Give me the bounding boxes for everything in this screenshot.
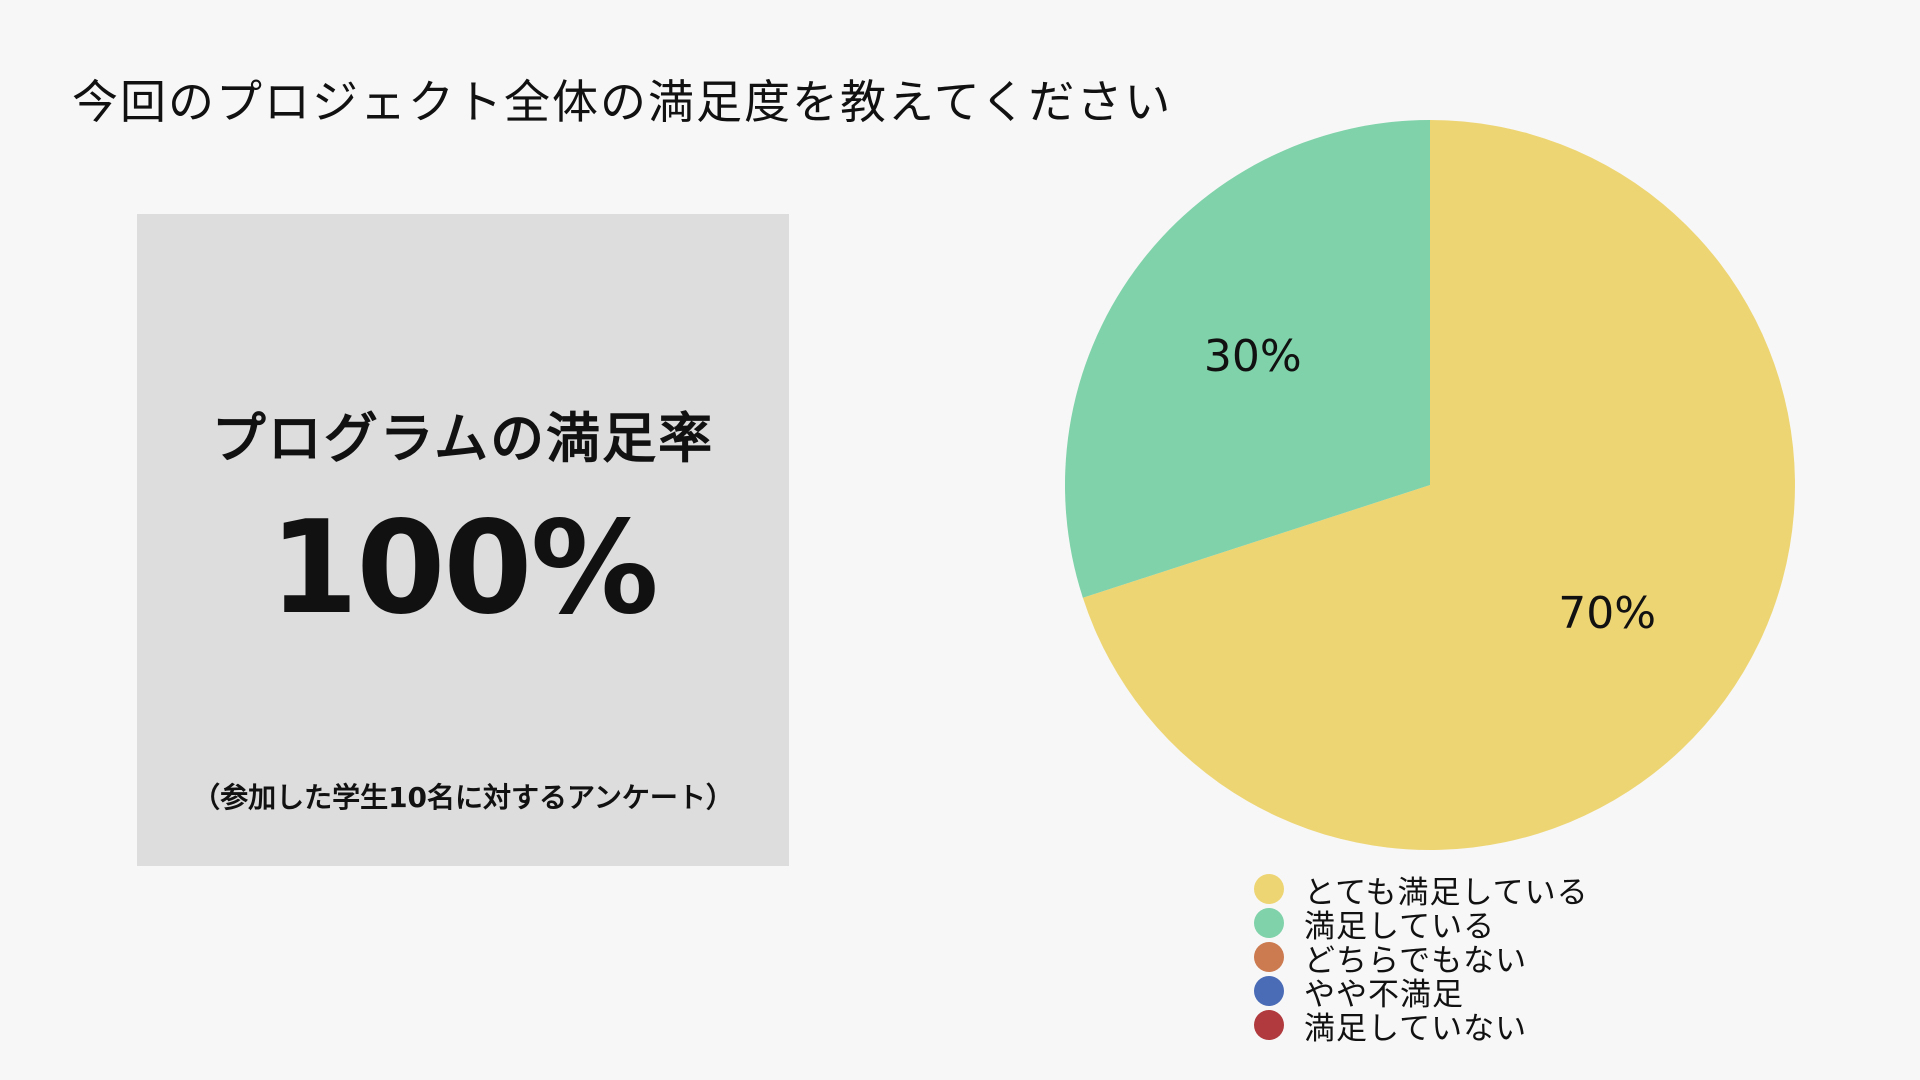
legend-swatch [1254, 908, 1284, 938]
legend-label: 満足していない [1304, 1010, 1528, 1047]
legend-item: やや不満足 [1254, 974, 1589, 1013]
pie-data-label: 70% [1558, 588, 1656, 639]
survey-note: （参加した学生10名に対するアンケート） [192, 781, 734, 814]
pie-slice [1082, 120, 1795, 850]
legend-label: 満足している [1304, 908, 1496, 945]
legend-label: どちらでもない [1304, 942, 1528, 979]
legend-item: 満足している [1254, 906, 1589, 945]
page-title: 今回のプロジェクト全体の満足度を教えてください [72, 75, 1173, 129]
chart-legend: とても満足している 満足している どちらでもない やや不満足 満足していない [1254, 872, 1589, 1047]
pie-slice [1065, 120, 1430, 598]
legend-label: やや不満足 [1304, 976, 1464, 1013]
legend-swatch [1254, 976, 1284, 1006]
pie-chart: 70% 30% [1065, 120, 1795, 850]
legend-item: とても満足している [1254, 872, 1589, 911]
legend-label: とても満足している [1304, 874, 1589, 911]
satisfaction-label: プログラムの満足率 [211, 407, 715, 470]
legend-swatch [1254, 874, 1284, 904]
legend-swatch [1254, 942, 1284, 972]
satisfaction-card: プログラムの満足率 100% （参加した学生10名に対するアンケート） [137, 214, 789, 866]
pie-data-label: 30% [1204, 331, 1302, 382]
satisfaction-value: 100% [269, 494, 658, 643]
legend-item: どちらでもない [1254, 940, 1589, 979]
legend-swatch [1254, 1010, 1284, 1040]
legend-item: 満足していない [1254, 1008, 1589, 1047]
